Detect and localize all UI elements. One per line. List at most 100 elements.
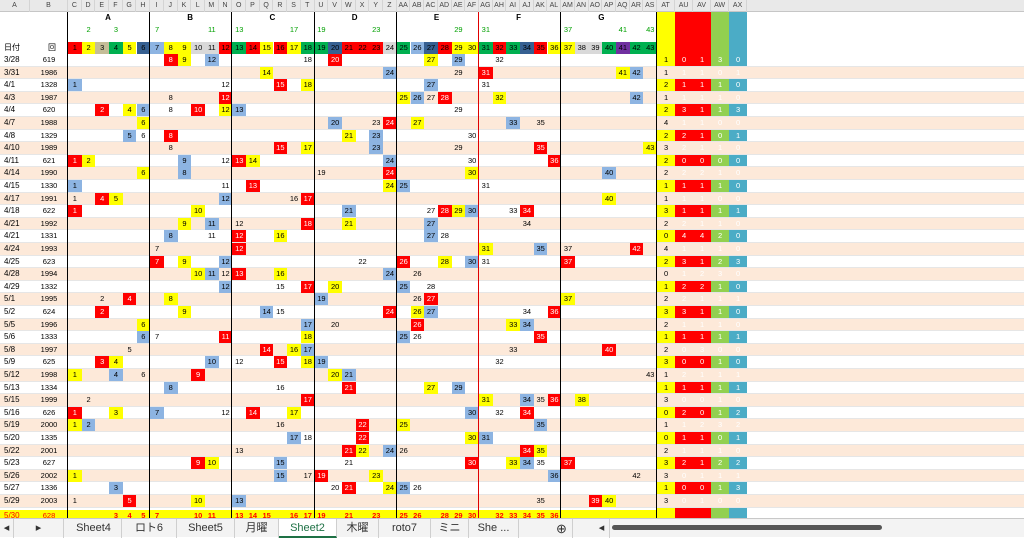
column-header[interactable]: AA [397, 0, 411, 12]
group-label[interactable]: D [351, 13, 358, 22]
number-cell[interactable]: 9 [177, 255, 192, 268]
count-cell[interactable]: 3 [664, 307, 669, 316]
row-round[interactable]: 1331 [40, 231, 58, 241]
number-cell[interactable]: 17 [300, 142, 315, 155]
count-cell[interactable]: 1 [718, 80, 723, 90]
number-cell[interactable]: 30 [465, 255, 479, 268]
number-cell[interactable]: 26 [399, 445, 408, 455]
number-cell[interactable]: 9 [191, 457, 205, 470]
count-cell[interactable]: 1 [700, 55, 705, 64]
summary-number-cell[interactable]: 10 [193, 510, 203, 518]
row-round[interactable]: 1986 [40, 67, 58, 77]
column-header[interactable]: AF [465, 0, 479, 12]
scroll-left-icon[interactable]: ◂ [594, 519, 610, 538]
number-cell[interactable]: 31 [479, 66, 493, 79]
column-header[interactable]: AJ [520, 0, 534, 12]
count-cell[interactable]: 3 [664, 496, 669, 505]
number-cell[interactable]: 24 [383, 117, 397, 129]
count-cell[interactable]: 1 [682, 80, 687, 90]
row-date[interactable]: 5/20 [4, 433, 20, 442]
column-header[interactable]: X [356, 0, 370, 12]
top-number-cell[interactable]: 41 [618, 25, 628, 34]
number-cell[interactable]: 15 [276, 281, 285, 291]
group-label[interactable]: E [433, 13, 440, 22]
row-date[interactable]: 3/31 [4, 67, 20, 77]
number-cell[interactable]: 14 [259, 306, 274, 318]
tab-nav-next-icon[interactable]: ▸ [14, 519, 64, 538]
summary-number-cell[interactable]: 21 [344, 510, 354, 518]
number-cell[interactable]: 11 [221, 181, 230, 190]
number-cell[interactable]: 19 [314, 293, 329, 306]
count-cell[interactable]: 1 [700, 244, 705, 253]
header-number-cell[interactable]: 13 [232, 42, 247, 54]
count-cell[interactable]: 0 [736, 445, 741, 455]
column-header[interactable]: K [178, 0, 192, 12]
number-cell[interactable]: 21 [342, 381, 356, 394]
count-cell[interactable]: 2 [682, 370, 687, 379]
summary-number-cell[interactable]: 30 [467, 510, 477, 518]
number-cell[interactable]: 37 [561, 457, 575, 470]
number-cell[interactable]: 37 [563, 244, 573, 253]
count-cell[interactable]: 1 [700, 458, 705, 468]
number-cell[interactable]: 31 [479, 394, 493, 407]
number-cell[interactable]: 12 [205, 54, 219, 66]
number-cell[interactable]: 13 [235, 445, 244, 455]
number-cell[interactable]: 33 [506, 457, 521, 470]
count-cell[interactable]: 4 [682, 231, 687, 241]
column-header[interactable]: B [30, 0, 68, 12]
count-cell[interactable]: 0 [736, 395, 741, 405]
summary-round[interactable]: 628 [42, 510, 56, 518]
number-cell[interactable]: 40 [602, 192, 616, 205]
number-cell[interactable]: 28 [437, 205, 452, 218]
count-cell[interactable]: 0 [682, 483, 687, 493]
number-cell[interactable]: 31 [481, 181, 491, 190]
row-round[interactable]: 627 [42, 458, 56, 468]
number-cell[interactable]: 25 [396, 180, 411, 192]
number-cell[interactable]: 8 [163, 381, 178, 394]
sheet-tab[interactable]: Sheet5 [177, 519, 235, 538]
number-cell[interactable]: 3 [95, 356, 110, 369]
column-header[interactable]: V [328, 0, 342, 12]
number-cell[interactable]: 9 [177, 217, 192, 230]
number-cell[interactable]: 16 [273, 230, 288, 243]
count-cell[interactable]: 1 [682, 445, 687, 455]
row-date[interactable]: 4/1 [4, 80, 16, 90]
header-number-cell[interactable]: 10 [191, 42, 205, 54]
top-number-cell[interactable]: 31 [481, 25, 491, 34]
number-cell[interactable]: 26 [413, 294, 422, 304]
number-cell[interactable]: 12 [218, 255, 233, 268]
count-cell[interactable]: 0 [718, 193, 723, 203]
number-cell[interactable]: 6 [136, 167, 151, 180]
header-number-cell[interactable]: 23 [369, 42, 384, 54]
row-date[interactable]: 4/8 [4, 130, 16, 140]
number-cell[interactable]: 27 [424, 293, 438, 306]
row-round[interactable]: 1991 [40, 193, 58, 203]
count-cell[interactable]: 2 [682, 168, 687, 178]
header-number-cell[interactable]: 35 [533, 42, 548, 54]
count-cell[interactable]: 1 [736, 67, 741, 77]
count-cell[interactable]: 0 [736, 55, 741, 64]
count-cell[interactable]: 1 [718, 332, 723, 342]
count-cell[interactable]: 1 [682, 206, 687, 216]
number-cell[interactable]: 40 [602, 167, 616, 180]
number-cell[interactable]: 14 [246, 154, 260, 167]
column-header[interactable]: AQ [616, 0, 630, 12]
header-number-cell[interactable]: 36 [547, 42, 562, 54]
row-date[interactable]: 4/28 [4, 269, 20, 279]
number-cell[interactable]: 5 [109, 192, 123, 205]
number-cell[interactable]: 13 [232, 104, 247, 117]
row-date[interactable]: 4/29 [4, 281, 20, 291]
row-round[interactable]: 1328 [40, 80, 58, 90]
number-cell[interactable]: 24 [383, 154, 397, 167]
row-date[interactable]: 5/6 [4, 332, 16, 342]
column-header[interactable]: AR [630, 0, 644, 12]
number-cell[interactable]: 35 [533, 444, 548, 457]
column-header[interactable]: W [342, 0, 356, 12]
number-cell[interactable]: 31 [481, 80, 491, 90]
number-cell[interactable]: 1 [72, 496, 77, 505]
count-cell[interactable]: 1 [718, 445, 723, 455]
count-cell[interactable]: 2 [718, 458, 723, 468]
count-cell[interactable]: 0 [664, 407, 669, 417]
row-round[interactable]: 619 [42, 55, 56, 64]
count-cell[interactable]: 1 [718, 483, 723, 493]
